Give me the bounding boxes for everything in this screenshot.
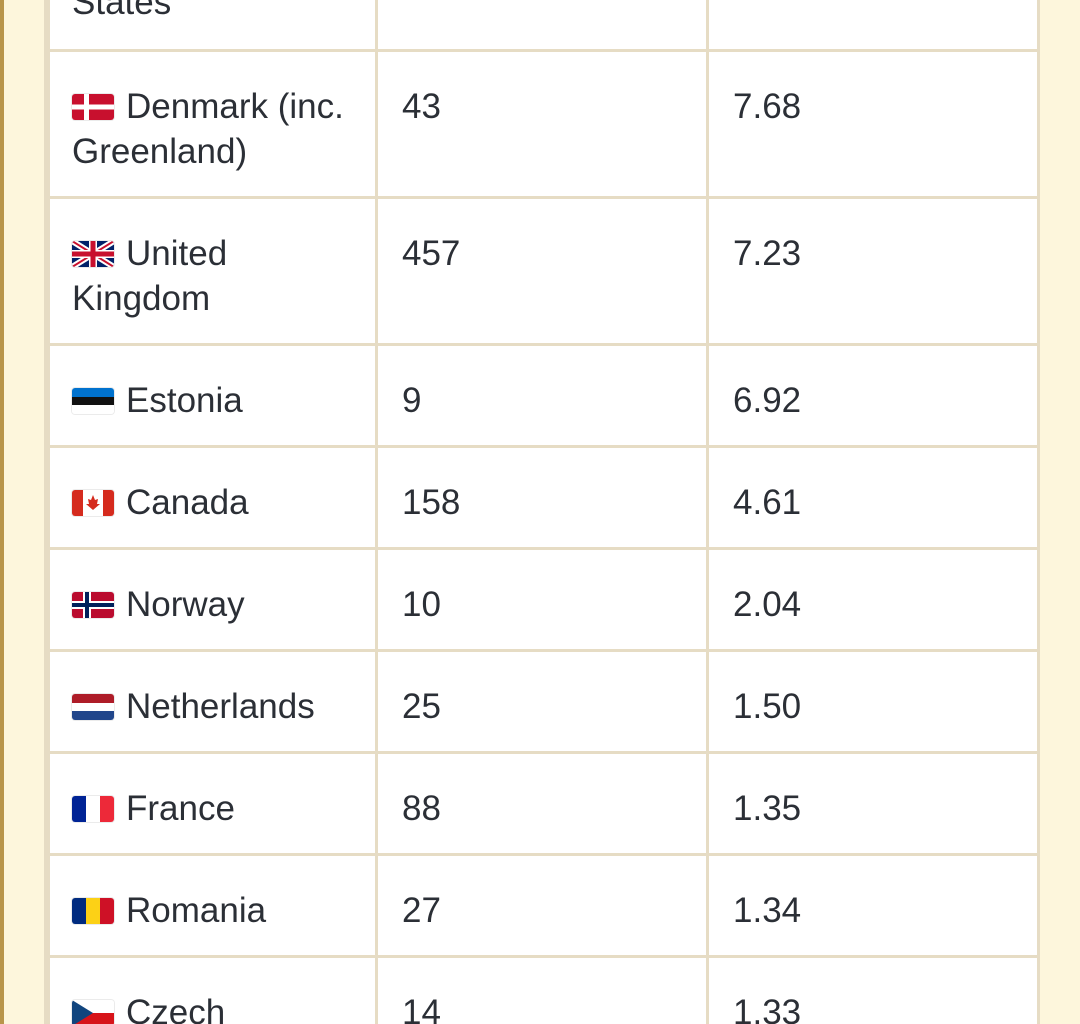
value-2-cell: 7.68 xyxy=(706,48,1040,199)
table-row: United Kingdom 457 7.23 xyxy=(47,195,1040,346)
country-cell: Czech xyxy=(47,954,378,1024)
country-cell: States xyxy=(47,0,378,52)
table-row: Estonia 9 6.92 xyxy=(47,342,1040,448)
country-name: Romania xyxy=(126,890,267,930)
country-cell: Norway xyxy=(47,546,378,652)
netherlands-flag-icon xyxy=(72,693,114,720)
canada-flag-icon xyxy=(72,489,114,516)
left-accent-bar xyxy=(0,0,4,1024)
value-1-cell: 43 xyxy=(375,48,709,199)
country-cell: Netherlands xyxy=(47,648,378,754)
value-2-cell: 1.50 xyxy=(706,648,1040,754)
value-2-cell: 6.92 xyxy=(706,342,1040,448)
value-2-cell: 7.23 xyxy=(706,195,1040,346)
data-table-container: States Denmark (inc. Greenland) 43 7.68 … xyxy=(44,0,1040,1024)
country-cell: Canada xyxy=(47,444,378,550)
value-2-cell: 2.04 xyxy=(706,546,1040,652)
country-cell: Estonia xyxy=(47,342,378,448)
country-name: Denmark (inc. Greenland) xyxy=(72,86,344,171)
value-1-cell xyxy=(375,0,709,52)
value-2-cell: 1.33 xyxy=(706,954,1040,1024)
value-2-cell xyxy=(706,0,1040,52)
country-cell: United Kingdom xyxy=(47,195,378,346)
table-row: Denmark (inc. Greenland) 43 7.68 xyxy=(47,48,1040,199)
table-row: France 88 1.35 xyxy=(47,750,1040,856)
country-name: Canada xyxy=(126,482,249,522)
table-row: Norway 10 2.04 xyxy=(47,546,1040,652)
country-name: Norway xyxy=(126,584,245,624)
country-cell: France xyxy=(47,750,378,856)
table-row: Romania 27 1.34 xyxy=(47,852,1040,958)
country-name: Czech xyxy=(126,992,226,1024)
united-kingdom-flag-icon xyxy=(72,240,114,267)
table-row: Netherlands 25 1.50 xyxy=(47,648,1040,754)
country-table: States Denmark (inc. Greenland) 43 7.68 … xyxy=(47,0,1040,1024)
czech-flag-icon xyxy=(72,999,114,1024)
france-flag-icon xyxy=(72,795,114,822)
table-row-partial: States xyxy=(47,0,1040,52)
country-cell: Romania xyxy=(47,852,378,958)
value-2-cell: 4.61 xyxy=(706,444,1040,550)
table-row: Canada 158 4.61 xyxy=(47,444,1040,550)
value-1-cell: 25 xyxy=(375,648,709,754)
value-2-cell: 1.35 xyxy=(706,750,1040,856)
value-1-cell: 14 xyxy=(375,954,709,1024)
value-1-cell: 10 xyxy=(375,546,709,652)
country-name: States xyxy=(72,0,172,22)
table-row: Czech 14 1.33 xyxy=(47,954,1040,1024)
denmark-flag-icon xyxy=(72,93,114,120)
country-cell: Denmark (inc. Greenland) xyxy=(47,48,378,199)
country-name: Estonia xyxy=(126,380,243,420)
estonia-flag-icon xyxy=(72,387,114,414)
romania-flag-icon xyxy=(72,897,114,924)
country-name: Netherlands xyxy=(126,686,315,726)
value-1-cell: 158 xyxy=(375,444,709,550)
value-1-cell: 88 xyxy=(375,750,709,856)
value-1-cell: 27 xyxy=(375,852,709,958)
country-name: France xyxy=(126,788,235,828)
value-2-cell: 1.34 xyxy=(706,852,1040,958)
value-1-cell: 457 xyxy=(375,195,709,346)
value-1-cell: 9 xyxy=(375,342,709,448)
norway-flag-icon xyxy=(72,591,114,618)
country-name: United Kingdom xyxy=(72,233,228,318)
